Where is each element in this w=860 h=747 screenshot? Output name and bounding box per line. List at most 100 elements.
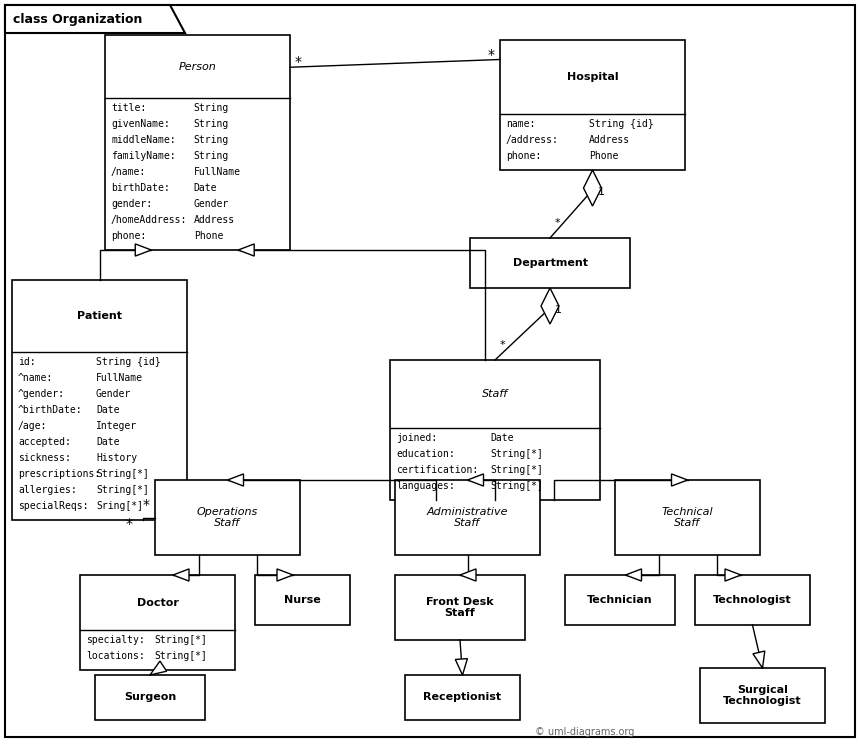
Text: 1: 1	[598, 187, 605, 197]
Polygon shape	[228, 474, 243, 486]
Text: prescriptions:: prescriptions:	[18, 469, 101, 479]
Text: String: String	[194, 135, 229, 145]
Text: Date: Date	[96, 405, 120, 415]
Bar	[405, 675, 520, 720]
Text: birthDate:: birthDate:	[111, 183, 169, 193]
Polygon shape	[625, 569, 642, 581]
Text: Staff: Staff	[482, 389, 508, 399]
Text: Gender: Gender	[96, 389, 132, 399]
Text: String[*]: String[*]	[491, 449, 544, 459]
Text: String {id}: String {id}	[96, 357, 161, 367]
Polygon shape	[541, 288, 559, 324]
Polygon shape	[173, 569, 189, 581]
Bar	[395, 480, 540, 555]
Text: *: *	[126, 517, 132, 531]
Text: id:: id:	[18, 357, 35, 367]
Text: Phone: Phone	[194, 231, 224, 241]
Text: /name:: /name:	[111, 167, 146, 177]
Text: © uml-diagrams.org: © uml-diagrams.org	[535, 727, 635, 737]
Polygon shape	[135, 244, 151, 256]
Text: joined:: joined:	[396, 433, 437, 443]
Text: String[*]: String[*]	[96, 485, 149, 495]
Polygon shape	[455, 659, 468, 675]
Text: String[*]: String[*]	[491, 465, 544, 475]
Text: String: String	[194, 103, 229, 113]
Text: specialReqs:: specialReqs:	[18, 501, 89, 511]
Text: locations:: locations:	[86, 651, 144, 661]
Text: Address: Address	[589, 135, 630, 145]
Bar	[155, 480, 300, 555]
Polygon shape	[468, 474, 483, 486]
Bar	[565, 575, 675, 625]
Text: History: History	[96, 453, 137, 463]
Text: Date: Date	[96, 437, 120, 447]
Text: Administrative
Staff: Administrative Staff	[427, 506, 508, 528]
Text: *: *	[488, 48, 495, 61]
Text: String: String	[194, 151, 229, 161]
Text: certification:: certification:	[396, 465, 478, 475]
Text: *: *	[500, 340, 506, 350]
Bar	[80, 575, 235, 670]
Polygon shape	[672, 474, 687, 486]
Polygon shape	[150, 661, 167, 675]
Text: String[*]: String[*]	[96, 469, 149, 479]
Text: *: *	[295, 55, 302, 69]
Text: Date: Date	[491, 433, 514, 443]
Text: Person: Person	[179, 61, 217, 72]
Text: Receptionist: Receptionist	[423, 692, 501, 702]
Bar	[105, 35, 290, 250]
Text: Technical
Staff: Technical Staff	[661, 506, 713, 528]
Bar	[12, 280, 187, 520]
Text: title:: title:	[111, 103, 146, 113]
Text: class Organization: class Organization	[13, 13, 143, 25]
Text: accepted:: accepted:	[18, 437, 71, 447]
Text: String[*]: String[*]	[155, 635, 207, 645]
Text: education:: education:	[396, 449, 455, 459]
Text: FullName: FullName	[194, 167, 241, 177]
Polygon shape	[5, 5, 185, 33]
Text: /age:: /age:	[18, 421, 47, 431]
Text: gender:: gender:	[111, 199, 152, 209]
Bar	[500, 40, 685, 170]
Text: String: String	[194, 119, 229, 129]
Text: /homeAddress:: /homeAddress:	[111, 215, 187, 225]
Bar	[695, 575, 810, 625]
Bar	[255, 575, 350, 625]
Polygon shape	[238, 244, 255, 256]
Polygon shape	[583, 170, 601, 206]
Text: Hospital: Hospital	[567, 72, 618, 82]
Text: Surgeon: Surgeon	[124, 692, 176, 702]
Text: Integer: Integer	[96, 421, 137, 431]
Text: Doctor: Doctor	[137, 598, 178, 607]
Text: Gender: Gender	[194, 199, 229, 209]
Bar	[615, 480, 760, 555]
Text: FullName: FullName	[96, 373, 143, 383]
Text: Phone: Phone	[589, 151, 618, 161]
Polygon shape	[753, 651, 765, 668]
Bar	[395, 575, 525, 640]
Text: languages:: languages:	[396, 481, 455, 491]
Polygon shape	[460, 569, 476, 581]
Text: allergies:: allergies:	[18, 485, 77, 495]
Text: Date: Date	[194, 183, 218, 193]
Bar	[470, 238, 630, 288]
Bar	[390, 360, 600, 500]
Bar	[95, 675, 205, 720]
Text: Address: Address	[194, 215, 235, 225]
Text: 1: 1	[555, 305, 562, 315]
Text: familyName:: familyName:	[111, 151, 175, 161]
Text: ^name:: ^name:	[18, 373, 53, 383]
Text: Nurse: Nurse	[284, 595, 321, 605]
Text: Department: Department	[513, 258, 587, 268]
Text: name:: name:	[506, 119, 536, 129]
Text: specialty:: specialty:	[86, 635, 144, 645]
Text: middleName:: middleName:	[111, 135, 175, 145]
Text: /address:: /address:	[506, 135, 559, 145]
Text: givenName:: givenName:	[111, 119, 169, 129]
Bar	[700, 668, 825, 723]
Text: Technician: Technician	[587, 595, 653, 605]
Text: *: *	[143, 498, 150, 512]
Text: Surgical
Technologist: Surgical Technologist	[723, 685, 802, 707]
Text: ^gender:: ^gender:	[18, 389, 65, 399]
Text: Front Desk
Staff: Front Desk Staff	[427, 597, 494, 619]
